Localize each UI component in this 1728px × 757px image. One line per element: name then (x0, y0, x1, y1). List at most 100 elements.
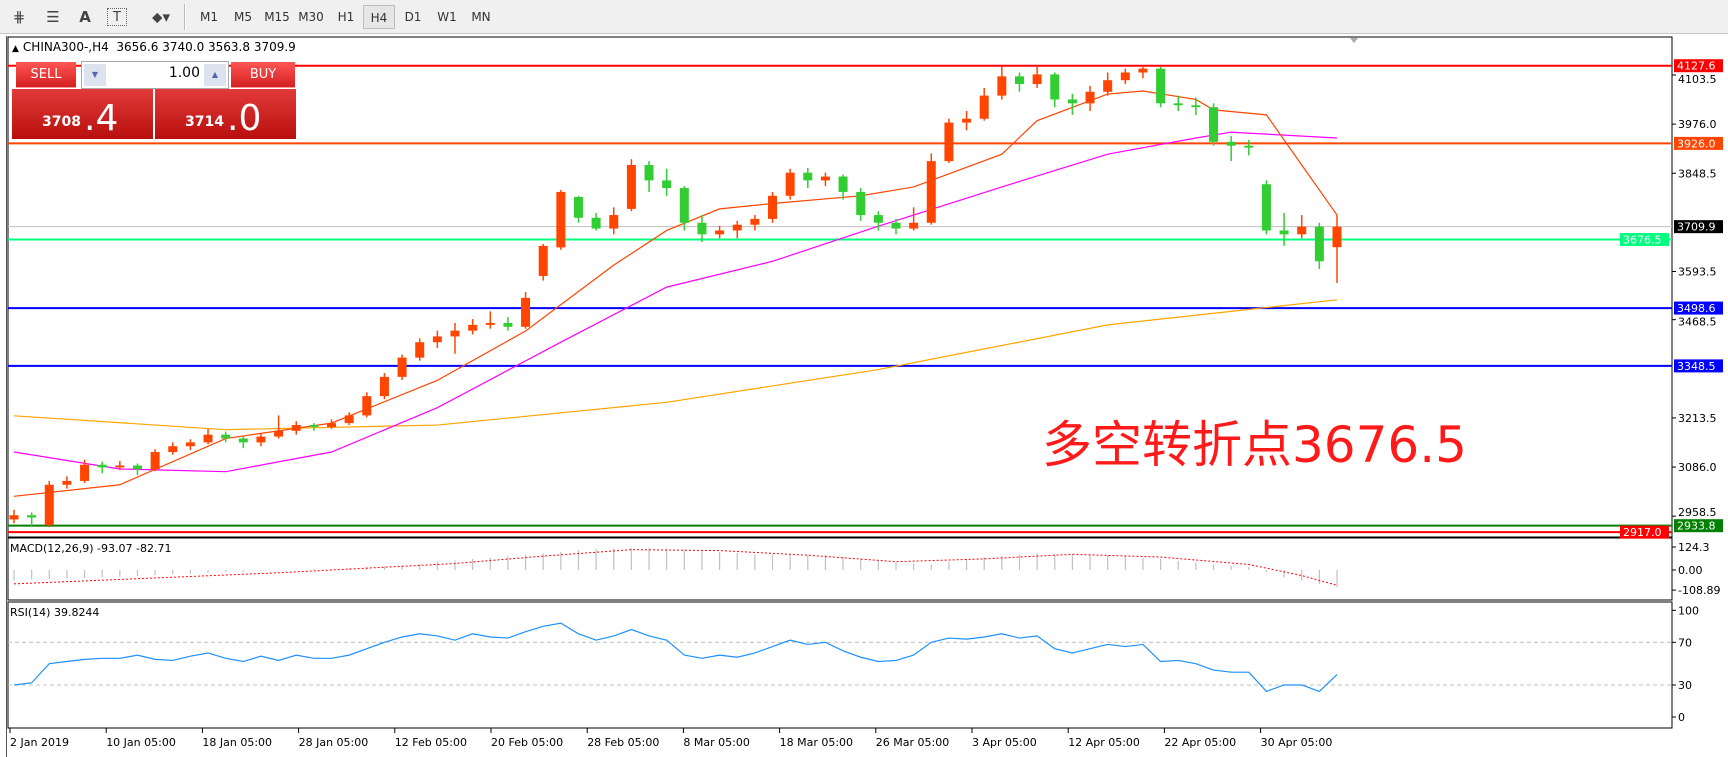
candle-body (1085, 91, 1095, 104)
level-price-badge (1674, 136, 1723, 150)
candle (768, 191, 778, 223)
candle-body (909, 222, 919, 229)
timeframe-h4[interactable]: H4 (363, 5, 395, 29)
sell-price-button[interactable]: 3708 .4 (12, 89, 153, 139)
candle-body (362, 396, 372, 416)
date-label: 30 Apr 05:00 (1261, 736, 1333, 749)
candle (732, 220, 742, 239)
candle-body (150, 452, 160, 470)
candle-body (926, 161, 936, 223)
one-click-trading-panel: SELL ▼ 1.00 ▲ BUY 3708 .4 3714 .0 (12, 61, 296, 139)
candle-body (679, 188, 689, 223)
candle-body (873, 215, 883, 223)
candle-body (573, 196, 583, 218)
candle-body (344, 415, 354, 424)
volume-increase-icon[interactable]: ▲ (204, 64, 226, 86)
candle-body (115, 465, 125, 468)
candle-body (1067, 99, 1077, 104)
candle (44, 480, 54, 528)
candle-body (274, 430, 284, 437)
date-label: 26 Mar 05:00 (876, 736, 949, 749)
volume-input[interactable]: 1.00 (168, 65, 200, 81)
candle-body (1156, 68, 1166, 104)
timeframe-m30[interactable]: M30 (298, 10, 324, 24)
candle (274, 415, 284, 439)
price-tick-label: 3468.5 (1678, 316, 1717, 329)
timeframe-m1[interactable]: M1 (200, 10, 218, 24)
candle (450, 322, 460, 354)
fibonacci-fan-icon[interactable]: ☰ (46, 8, 60, 26)
price-tick-label: 3848.5 (1678, 167, 1717, 180)
candle-body (309, 425, 319, 427)
candle (379, 373, 389, 400)
candle (238, 436, 248, 449)
price-tick-label: 2958.5 (1678, 506, 1717, 519)
candle-body (97, 464, 107, 468)
candle (521, 292, 531, 329)
timeframe-w1[interactable]: W1 (437, 10, 457, 24)
candle-body (1032, 74, 1042, 85)
timeframe-m5[interactable]: M5 (234, 10, 252, 24)
candle-body (1332, 226, 1342, 248)
candle (909, 207, 919, 231)
buy-button[interactable]: BUY (231, 62, 295, 88)
candle-body (591, 217, 601, 229)
candle-body (838, 176, 848, 192)
chart-shift-marker-icon (1350, 38, 1358, 43)
candle (1209, 103, 1219, 146)
candle-body (609, 215, 619, 229)
toolbar-separator (184, 4, 186, 30)
buy-price-button[interactable]: 3714 .0 (155, 89, 296, 139)
candle-body (1226, 141, 1236, 146)
level-price-badge (1620, 525, 1669, 539)
candle-body (1261, 184, 1271, 231)
pivot-annotation: 多空转折点3676.5 (1042, 416, 1467, 474)
candle (1156, 66, 1166, 108)
candle (1314, 222, 1324, 269)
candle (997, 66, 1007, 100)
rsi-tick-label: 70 (1678, 636, 1692, 649)
volume-stepper[interactable]: ▼ 1.00 ▲ (81, 61, 229, 89)
candle-body (1279, 230, 1289, 235)
date-label: 18 Mar 05:00 (780, 736, 853, 749)
candle-body (27, 515, 37, 518)
arrows-dropdown-icon[interactable]: ⬥▾ (151, 8, 171, 26)
candle (944, 118, 954, 164)
candle (591, 213, 601, 231)
toolbar: ⋕ ☰ A T ⬥▾ M1 M5 M15 M30 H1 H4 D1 W1 MN (0, 0, 1728, 34)
fibonacci-expansion-icon[interactable]: ⋕ (12, 8, 26, 26)
candle-body (397, 357, 407, 377)
ohlc-values: 3656.6 3740.0 3563.8 3709.9 (116, 40, 296, 54)
timeframe-d1[interactable]: D1 (404, 10, 422, 24)
macd-tick-label: -108.89 (1678, 584, 1720, 597)
candle-body (697, 222, 707, 235)
candle-body (1120, 72, 1130, 81)
timeframe-m15[interactable]: M15 (264, 10, 290, 24)
timeframe-mn[interactable]: MN (471, 10, 491, 24)
candle-body (503, 322, 513, 327)
candle-body (1103, 80, 1113, 92)
sell-button[interactable]: SELL (16, 62, 76, 88)
candle (573, 195, 583, 223)
candle (1103, 72, 1113, 96)
chart-title: ▲ CHINA300-,H4 3656.6 3740.0 3563.8 3709.… (12, 40, 296, 54)
candle (1085, 85, 1095, 112)
macd-tick-label: 0.00 (1678, 564, 1703, 577)
candle-body (750, 218, 760, 225)
text-icon[interactable]: A (79, 8, 91, 26)
candle (962, 111, 972, 131)
candle (873, 211, 883, 231)
date-label: 18 Jan 05:00 (202, 736, 272, 749)
candle (1226, 136, 1236, 162)
text-label-icon[interactable]: T (107, 8, 127, 26)
candle-body (662, 180, 672, 189)
level-price-badge (1620, 233, 1669, 247)
timeframe-h1[interactable]: H1 (337, 10, 355, 24)
macd-label: MACD(12,26,9) -93.07 -82.71 (10, 542, 172, 555)
chart-window[interactable] (6, 36, 1728, 757)
collapse-triangle-icon[interactable]: ▲ (12, 44, 19, 54)
volume-decrease-icon[interactable]: ▼ (84, 64, 106, 86)
candle (9, 509, 19, 524)
candle-body (626, 164, 636, 209)
